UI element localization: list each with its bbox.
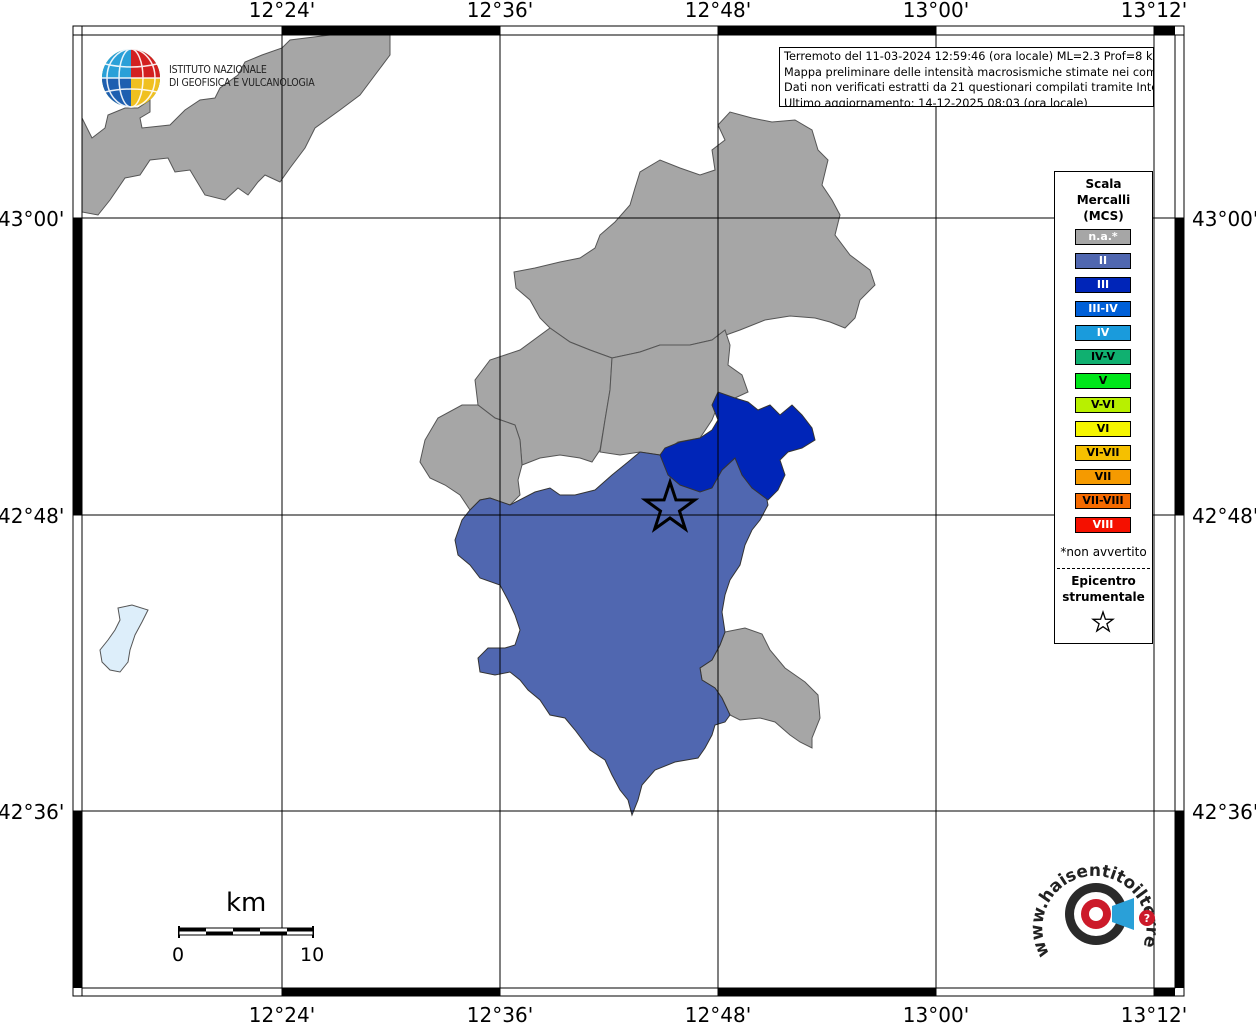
legend-epicenter-line: Epicentro [1071, 574, 1136, 588]
bottom-label: 12°36' [467, 1003, 533, 1024]
event-info-box: Terremoto del 11-03-2024 12:59:46 (ora l… [779, 47, 1154, 107]
hsit-logo: www.haisentitoilterremoto.it ? [1021, 843, 1165, 978]
legend-swatch: V-VI [1075, 397, 1131, 413]
legend-divider [1057, 568, 1150, 569]
legend-swatch: VII [1075, 469, 1131, 485]
hsit-logo-graphic: www.haisentitoilterremoto.it ? [1021, 843, 1161, 960]
bottom-label: 12°24' [249, 1003, 315, 1024]
legend-swatch: VI [1075, 421, 1131, 437]
graticule [82, 35, 1175, 988]
right-label: 43°00' [1192, 207, 1256, 231]
scale-start-label: 0 [172, 944, 185, 966]
legend-swatch: n.a.* [1075, 229, 1131, 245]
bottom-label: 12°48' [685, 1003, 751, 1024]
legend-title-line: Scala [1085, 177, 1122, 191]
event-info-line: Mappa preliminare delle intensità macros… [784, 65, 1154, 79]
top-label: 12°24' [249, 0, 315, 22]
legend-swatch: II [1075, 253, 1131, 269]
legend-swatch: III [1075, 277, 1131, 293]
lake [99, 604, 149, 673]
left-label: 42°48' [0, 504, 64, 528]
top-label: 13°12' [1121, 0, 1187, 22]
map-frame [72, 25, 1185, 997]
ingv-name-line2: DI GEOFISICA E VULCANOLOGIA [169, 77, 315, 89]
region-iii [659, 391, 816, 501]
legend-star-icon [1091, 610, 1115, 633]
ingv-logo: ISTITUTO NAZIONALE DI GEOFISICA E VULCAN… [101, 48, 321, 110]
region-na-northwest [81, 34, 391, 216]
ingv-globe-icon [102, 48, 160, 108]
legend-title-line: Mercalli [1076, 193, 1131, 207]
scale-unit: km [226, 888, 267, 918]
scale-bar: km 0 10 [168, 888, 338, 968]
legend-swatch: V [1075, 373, 1131, 389]
left-axis-labels: 43°00' 42°48' 42°36' [0, 207, 64, 824]
legend-swatch: III-IV [1075, 301, 1131, 317]
bottom-label: 13°12' [1121, 1003, 1187, 1024]
top-label: 12°36' [467, 0, 533, 22]
epicenter-star-icon [640, 477, 700, 533]
legend-swatch: IV-V [1075, 349, 1131, 365]
legend-epicenter-line: strumentale [1062, 590, 1145, 604]
top-label: 12°48' [685, 0, 751, 22]
right-axis-labels: 43°00' 42°48' 42°36' [1192, 207, 1256, 824]
svg-text:?: ? [1144, 912, 1150, 925]
event-info-line: Dati non verificati estratti da 21 quest… [784, 81, 1154, 94]
event-info-line: Ultimo aggiornamento: 14-12-2025 08:03 (… [784, 96, 1088, 107]
legend-swatch: IV [1075, 325, 1131, 341]
scale-bar-graphic [178, 926, 314, 938]
mcs-legend: Scala Mercalli (MCS) n.a.* II III III-IV IV I… [1054, 171, 1153, 644]
left-label: 43°00' [0, 207, 64, 231]
ingv-name-line1: ISTITUTO NAZIONALE [169, 64, 267, 76]
bottom-axis-labels: 12°24' 12°36' 12°48' 13°00' 13°12' [249, 1003, 1187, 1024]
legend-note: *non avvertito [1060, 545, 1147, 559]
right-label: 42°36' [1192, 800, 1256, 824]
top-axis-labels: 12°24' 12°36' 12°48' 13°00' 13°12' [249, 0, 1187, 22]
top-label: 13°00' [903, 0, 969, 22]
event-info-line: Terremoto del 11-03-2024 12:59:46 (ora l… [784, 50, 1154, 63]
legend-title-line: (MCS) [1083, 209, 1124, 223]
legend-swatch: VII-VIII [1075, 493, 1131, 509]
legend-swatch: VI-VII [1075, 445, 1131, 461]
left-label: 42°36' [0, 800, 64, 824]
scale-end-label: 10 [300, 944, 325, 966]
region-na [81, 34, 876, 749]
ingv-name: ISTITUTO NAZIONALE DI GEOFISICA E VULCAN… [169, 64, 315, 90]
legend-swatch: VIII [1075, 517, 1131, 533]
right-label: 42°48' [1192, 504, 1256, 528]
bottom-label: 13°00' [903, 1003, 969, 1024]
